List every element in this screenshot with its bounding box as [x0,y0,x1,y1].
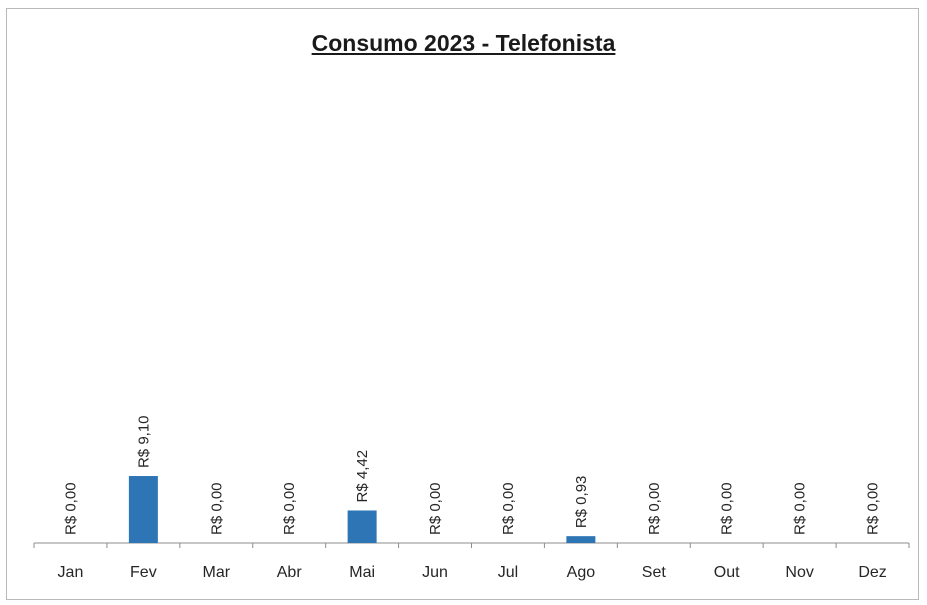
data-label-nov: R$ 0,00 [792,482,809,535]
data-label-mar: R$ 0,00 [208,482,225,535]
bar-fev [128,476,158,543]
x-tick-label-fev: Fev [130,564,157,581]
x-tick-label-mar: Mar [203,564,231,581]
data-label-jul: R$ 0,00 [500,482,517,535]
x-tick-label-mai: Mai [349,564,375,581]
data-label-out: R$ 0,00 [719,482,736,535]
x-tick-label-set: Set [642,564,667,581]
x-tick-labels: Jan Fev Mar Abr Mai Jun Jul Ago Set Out Nov Dez [58,564,887,581]
bars [128,476,596,543]
x-tick-label-abr: Abr [277,564,303,581]
x-tick-label-ago: Ago [567,564,596,581]
data-label-ago: R$ 0,93 [573,476,590,529]
data-label-set: R$ 0,00 [646,482,663,535]
data-label-fev: R$ 9,10 [135,415,152,468]
data-labels: R$ 0,00 R$ 9,10 R$ 0,00 R$ 0,00 R$ 4,42 R$ 0,… [62,415,881,535]
data-label-jan: R$ 0,00 [62,482,79,535]
chart-frame [6,8,919,600]
data-label-abr: R$ 0,00 [281,482,298,535]
data-label-mai: R$ 4,42 [354,450,371,503]
bar-mai [347,510,377,543]
bar-ago [566,536,596,543]
x-tick-label-jan: Jan [58,564,84,581]
data-label-dez: R$ 0,00 [865,482,882,535]
x-axis [33,542,910,548]
x-tick-label-nov: Nov [785,564,813,581]
data-label-jun: R$ 0,00 [427,482,444,535]
x-tick-label-dez: Dez [858,564,886,581]
x-tick-label-out: Out [714,564,740,581]
x-tick-label-jul: Jul [498,564,518,581]
x-tick-label-jun: Jun [422,564,448,581]
chart-title: Consumo 2023 - Telefonista [311,30,616,56]
